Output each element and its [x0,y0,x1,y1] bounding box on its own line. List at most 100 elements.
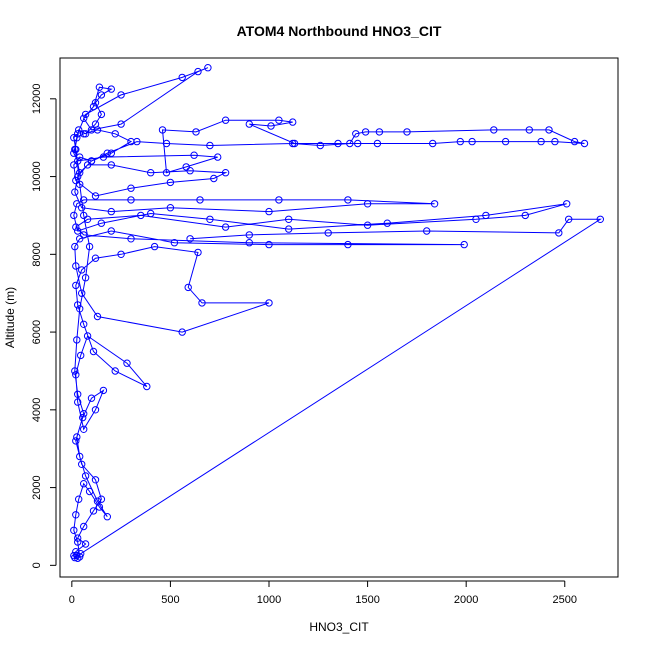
data-point [186,235,194,243]
data-point [89,102,98,111]
data-point [74,538,82,546]
data-point [74,130,82,138]
data-point [73,433,81,441]
data-point [80,410,88,418]
plot-area-frame [59,57,619,578]
data-point [267,122,275,130]
data-point [196,196,204,204]
data-point [565,215,573,224]
data-point [563,200,571,208]
data-point [275,116,283,124]
data-point [551,137,559,146]
data-point [344,240,352,249]
data-point [111,130,119,138]
data-point [383,219,391,227]
data-point [570,137,579,146]
data-point [74,534,82,542]
data-point [80,114,88,123]
data-point [71,188,79,196]
data-point [117,91,125,99]
data-point [545,126,553,134]
data-point [245,231,254,239]
data-point [403,128,411,136]
data-point [221,223,230,231]
data-point [97,219,106,227]
data-point [74,301,82,309]
data-point [72,511,80,519]
data-point [166,178,175,187]
data-point [81,110,90,119]
data-point [178,73,186,82]
data-point [83,332,92,340]
data-point [81,540,90,548]
y-axis-label: Altitude (m) [3,287,17,348]
data-point [71,367,79,375]
data-point [429,139,437,148]
data-point [245,239,254,247]
data-point [73,200,81,208]
data-point [316,141,324,150]
data-point [70,161,78,169]
data-point [162,139,171,148]
data-point [210,174,218,183]
data-point [555,229,563,237]
data-point [206,215,214,224]
data-point [206,141,214,150]
data-point [289,118,297,126]
data-point [525,126,533,134]
data-point [186,167,194,175]
data-point [89,507,98,515]
data-point [103,513,112,521]
data-point [147,169,155,177]
data-point [133,137,141,146]
data-point [75,126,83,134]
data-point [245,120,254,128]
data-point [127,235,135,243]
data-point [375,128,384,136]
data-point [81,130,90,138]
data-point [72,371,80,379]
data-point [423,227,431,235]
data-point [103,149,112,157]
data-point [76,235,84,243]
data-point [265,240,273,249]
data-point [91,476,100,484]
data-point [275,196,283,204]
data-point [87,126,96,134]
data-point [289,139,297,148]
data-point [150,242,159,251]
data-point [74,157,82,165]
data-point [76,169,84,177]
data-point [170,239,179,247]
y-tick-label: 4000 [31,398,43,422]
data-point [166,204,175,212]
data-point [221,116,230,124]
data-point [79,413,87,422]
data-point [91,192,100,200]
data-point [214,153,222,161]
data-point [265,299,273,307]
y-tick-label: 6000 [31,320,43,344]
data-point [81,472,90,480]
data-point [70,526,78,534]
x-tick-label: 1500 [355,594,379,606]
chart-title: ATOM4 Northbound HNO3_CIT [237,23,442,39]
data-point [107,227,116,235]
data-point [194,248,202,257]
data-series [70,64,604,562]
data-point [74,227,82,235]
x-tick-label: 2000 [454,594,478,606]
data-point [99,153,108,161]
data-point [85,242,94,251]
data-point [83,215,92,224]
data-point [85,487,94,496]
data-point [363,200,372,208]
data-point [285,215,293,224]
data-point [89,347,98,356]
data-point [361,128,370,136]
x-tick-label: 0 [69,594,75,606]
data-point [596,215,604,224]
data-point [346,139,354,148]
data-point [430,200,439,208]
